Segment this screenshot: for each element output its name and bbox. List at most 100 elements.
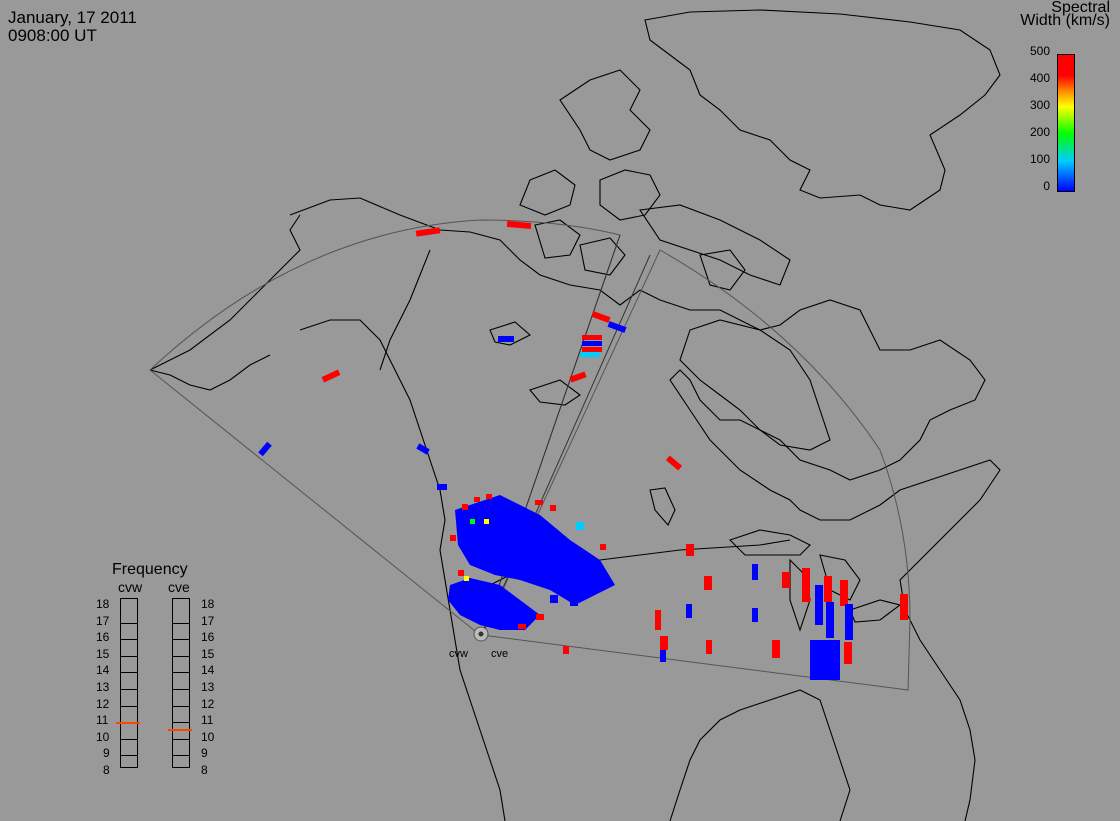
frequency-tick-right: 14: [201, 663, 215, 678]
frequency-gauge-divider: [173, 755, 189, 757]
colorbar-tick: 200: [1029, 125, 1050, 139]
frequency-gauge-divider: [121, 672, 137, 674]
echo-red-speck: [462, 504, 468, 510]
frequency-gauge-divider: [173, 622, 189, 624]
frequency-tick-left: 17: [96, 613, 110, 628]
echo-blue-bar: [815, 585, 823, 625]
echo-red-speck: [474, 497, 480, 502]
site-label-cve: cve: [491, 648, 509, 660]
echo-cyan-bar: [580, 352, 600, 357]
frequency-tick-left: 15: [96, 646, 110, 661]
echo-red-bar: [686, 544, 694, 556]
echo-red-speck: [550, 505, 556, 511]
echo-blue-bar: [607, 321, 627, 333]
frequency-gauge-divider: [173, 689, 189, 690]
frequency-gauge-divider: [121, 705, 137, 707]
frequency-tick-right: 9: [201, 746, 208, 761]
fov-cve-outline: [481, 249, 911, 691]
echo-blue-speck: [550, 595, 558, 603]
echo-blue-speck: [570, 598, 578, 606]
echo-blue-bar: [752, 564, 758, 580]
echo-red-speck: [458, 570, 464, 576]
echo-red-bar: [582, 335, 602, 340]
echo-blue-bar: [437, 484, 447, 490]
colorbar-tick: 100: [1029, 152, 1050, 166]
frequency-gauge-divider: [121, 655, 137, 657]
coastline-arctic-islands: [559, 69, 651, 161]
frequency-gauge-divider: [173, 722, 189, 724]
coastline-lake-winnipeg: [649, 487, 676, 527]
echo-yellow-speck: [484, 519, 489, 524]
echo-red-bar: [704, 576, 712, 590]
echo-blue-bar: [686, 604, 692, 618]
coastline-baffin-north: [599, 169, 661, 221]
time-label: 0908:00 UT: [8, 26, 97, 45]
coastline-mainland: [289, 197, 1001, 821]
frequency-gauge-divider: [121, 639, 137, 641]
radar-echoes: [258, 220, 908, 680]
frequency-tick-left: 16: [96, 630, 110, 645]
frequency-tick-left: 8: [103, 763, 110, 777]
frequency-tick-right: 8: [201, 763, 208, 777]
echo-red-bar: [840, 580, 848, 606]
echo-red-bar: [582, 347, 602, 352]
frequency-tick-right: 12: [201, 696, 215, 711]
radar-site-dot: [478, 631, 484, 637]
frequency-label-cve: cve: [168, 579, 190, 595]
echo-close-ring: [448, 578, 540, 630]
echo-red-bar: [655, 610, 661, 630]
frequency-gauge-divider: [121, 622, 137, 624]
coastline-great-slave-lake: [529, 379, 581, 406]
frequency-tick-left: 10: [96, 729, 110, 744]
echo-red-speck: [450, 535, 456, 541]
echo-red-speck: [518, 624, 526, 629]
echo-red-bar: [660, 636, 668, 650]
frequency-gauge-divider: [121, 689, 137, 690]
date-label: January, 17 2011: [8, 8, 137, 27]
echo-blue-bar: [258, 441, 272, 457]
echo-red-speck: [486, 494, 492, 499]
echo-red-bar: [591, 311, 611, 323]
border-alaska-canada: [379, 249, 431, 371]
frequency-marker: [116, 721, 140, 724]
colorbar-tick: 500: [1029, 44, 1050, 58]
colorbar-title-line1: Spectral: [1051, 0, 1110, 16]
frequency-gauge-cvw: [120, 598, 138, 768]
echo-blue-cluster: [810, 640, 840, 680]
echo-red-speck: [535, 500, 543, 505]
frequency-label-cvw: cvw: [118, 579, 143, 595]
frequency-gauge-divider: [173, 655, 189, 657]
echo-red-bar: [569, 371, 587, 383]
echo-red-bar: [415, 227, 441, 237]
coastlines: [149, 9, 1001, 821]
echo-blue-bar: [498, 336, 514, 342]
coastline-hudson-bay: [679, 319, 831, 451]
frequency-tick-left: 13: [96, 680, 110, 694]
echo-blue-bar: [416, 443, 430, 455]
echo-red-speck: [536, 614, 544, 620]
echo-red-bar: [706, 640, 712, 654]
echo-blue-bar: [845, 604, 853, 640]
echo-red-bar: [772, 640, 780, 658]
frequency-tick-left: 18: [96, 597, 110, 611]
echo-blue-bar: [660, 650, 666, 662]
frequency-tick-left: 12: [96, 696, 110, 711]
echo-red-bar: [824, 576, 832, 602]
coastline-victoria-island: [519, 169, 576, 216]
echo-red-bar: [321, 369, 341, 383]
echo-red-bar: [900, 594, 908, 620]
echo-red-bar: [844, 642, 852, 664]
coastline-baffin: [639, 204, 791, 286]
echo-red-speck: [600, 544, 606, 550]
frequency-gauge-cve: [172, 598, 190, 768]
echo-blue-bar: [582, 341, 602, 346]
echo-red-bar: [506, 220, 532, 230]
frequency-marker: [168, 728, 192, 731]
frequency-tick-right: 16: [201, 630, 215, 645]
frequency-tick-left: 11: [96, 713, 109, 728]
frequency-gauge-divider: [173, 639, 189, 641]
frequency-tick-right: 13: [201, 680, 215, 694]
coastline-arctic-island-3: [579, 237, 626, 276]
fov-cvw-outline: [149, 219, 621, 636]
